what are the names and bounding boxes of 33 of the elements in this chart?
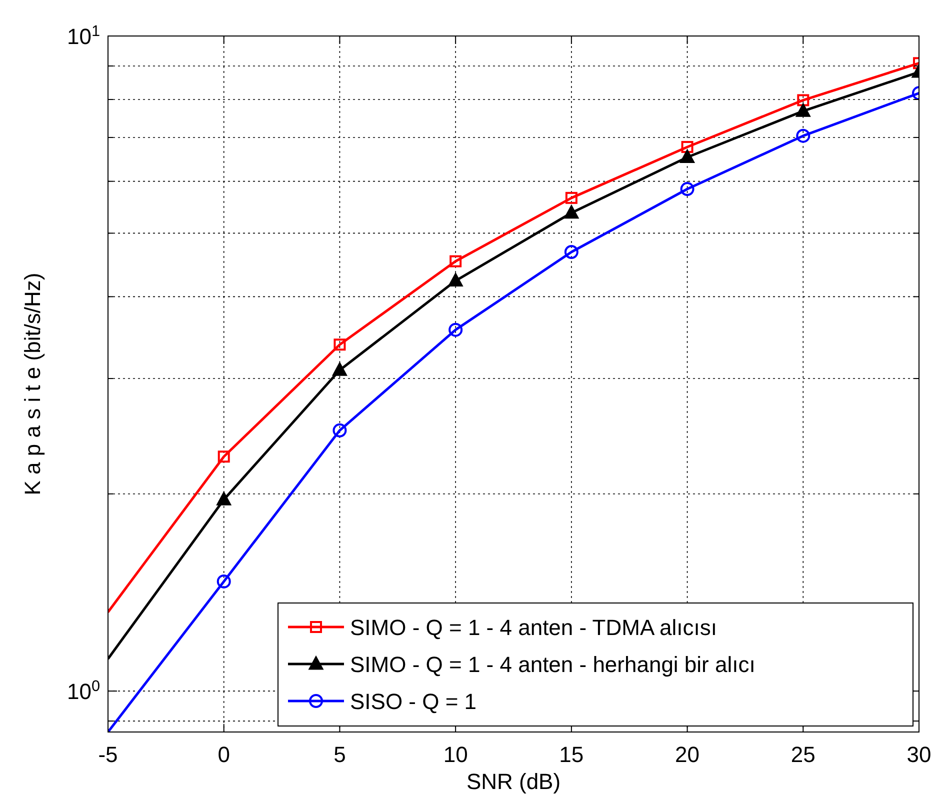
legend-label: SIMO - Q = 1 - 4 anten - herhangi bir alıcı xyxy=(350,652,756,677)
point xyxy=(797,94,810,106)
point xyxy=(680,182,694,196)
x-tick-label: 25 xyxy=(790,742,816,767)
point xyxy=(448,273,463,287)
point xyxy=(565,192,578,204)
point xyxy=(218,450,230,463)
point xyxy=(216,492,232,506)
point xyxy=(216,574,231,588)
point xyxy=(334,338,346,351)
point xyxy=(450,255,462,268)
legend-label: SISO - Q = 1 xyxy=(350,689,477,714)
x-tick-label: 15 xyxy=(559,742,584,767)
x-tick-label: -5 xyxy=(98,742,118,767)
x-axis-title: SNR (dB) xyxy=(466,769,561,794)
point xyxy=(680,149,695,163)
point xyxy=(448,322,463,337)
point xyxy=(332,362,347,376)
x-tick-label: 5 xyxy=(334,742,346,767)
point xyxy=(796,103,810,117)
y-tick-label: 10$^{1}$ xyxy=(66,22,100,49)
point xyxy=(332,423,347,438)
point xyxy=(681,140,694,153)
x-tick-label: 20 xyxy=(675,742,700,767)
point xyxy=(564,205,579,219)
y-tick-label: 10$^{0}$ xyxy=(66,678,100,704)
x-tick-label: 10 xyxy=(443,742,468,767)
point xyxy=(796,128,810,143)
x-tick-label: 0 xyxy=(218,742,230,767)
point xyxy=(564,245,578,260)
x-tick-label: 30 xyxy=(906,742,932,767)
y-axis-title: K a p a s i t e (bit/s/Hz) xyxy=(20,272,45,496)
legend-label: SIMO - Q = 1 - 4 anten - TDMA alıcısı xyxy=(350,615,717,640)
